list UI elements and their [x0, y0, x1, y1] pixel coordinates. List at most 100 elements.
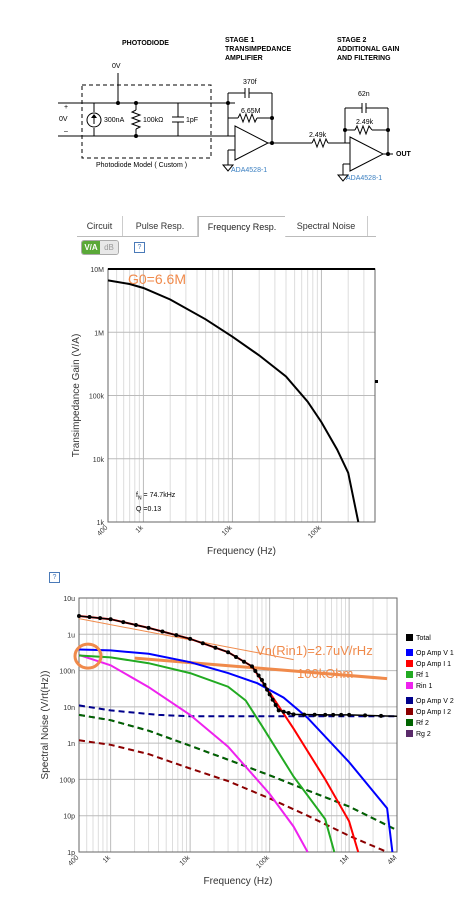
y-tick-label: 10k: [93, 457, 105, 464]
legend-swatch: [406, 660, 413, 667]
data-point: [339, 712, 344, 717]
x-tick-label: 1k: [135, 524, 146, 535]
toggle-va-option[interactable]: V/A: [82, 241, 100, 254]
tab-circuit[interactable]: Circuit: [77, 216, 123, 236]
series-line-op-amp-i-2: [78, 739, 388, 853]
data-point: [133, 623, 138, 628]
data-point: [160, 629, 165, 634]
y-tick-label: 10u: [63, 596, 75, 603]
data-point: [108, 617, 113, 622]
x-tick-label: 1k: [102, 854, 113, 865]
data-point: [213, 645, 218, 650]
y-tick-label: 1p: [67, 850, 75, 857]
x-axis-label: Frequency (Hz): [207, 546, 276, 557]
data-point: [77, 613, 81, 618]
q-label: Q =0.13: [136, 506, 162, 513]
rin-noise-annotation: Vn(Rin1)=2.7uV/rHz: [256, 643, 373, 658]
y-tick-label: 10p: [63, 814, 75, 821]
plot-frame: [78, 597, 398, 853]
annotation-line: [134, 656, 388, 681]
diode-cap-label: 1pF: [186, 117, 199, 124]
series-res-label: 2.49k: [309, 132, 327, 139]
tab-pulse-response[interactable]: Pulse Resp.: [123, 216, 198, 236]
y-tick-label: 10n: [63, 705, 75, 712]
series-line-rin-1: [78, 653, 309, 853]
help-icon-noise[interactable]: ?: [49, 572, 60, 583]
x-tick-label: 1M: [339, 854, 351, 866]
g0-annotation: G0=6.6M: [128, 271, 186, 287]
x-tick-label: 100k: [255, 854, 271, 870]
tab-frequency-response[interactable]: Frequency Resp.: [198, 216, 286, 237]
opamp1-label: ADA4528-1: [231, 167, 268, 174]
output-label: OUT: [396, 151, 411, 158]
data-point: [323, 712, 328, 717]
data-point: [146, 625, 151, 630]
legend-swatch: [406, 719, 413, 726]
y-tick-label: 1M: [94, 330, 104, 337]
x-tick-label: 10k: [221, 524, 234, 537]
y-tick-label: 100k: [89, 394, 105, 401]
x-tick-label: 4M: [387, 854, 399, 866]
units-toggle[interactable]: V/A dB: [81, 240, 119, 255]
stage1-title-line3: AMPLIFIER: [225, 55, 263, 62]
data-point: [262, 682, 267, 687]
feedback-res1-label: 6.65M: [241, 108, 261, 115]
series-line-op-amp-v-1: [78, 648, 394, 853]
stage1-title-line1: STAGE 1: [225, 37, 255, 44]
circuit-schematic: [58, 73, 393, 182]
bias-voltage-label: 0V: [112, 63, 121, 70]
data-point: [256, 673, 261, 678]
data-point: [291, 712, 296, 717]
data-point: [265, 687, 270, 692]
rin-value-annotation: 100kOhm: [297, 666, 354, 681]
photodiode-model-label: Photodiode Model ( Custom ): [96, 162, 188, 169]
y-tick-label: 10M: [90, 267, 104, 274]
data-point: [281, 709, 286, 714]
results-tab-bar: Circuit Pulse Resp. Frequency Resp. Spec…: [77, 216, 376, 237]
toggle-db-option[interactable]: dB: [100, 241, 118, 254]
legend-label: Op Amp V 2: [416, 698, 454, 705]
y-axis-label: Transimpedance Gain (V/A): [71, 334, 82, 458]
data-point: [270, 697, 275, 702]
fn-label: fN = 74.7kHz: [136, 492, 175, 501]
help-icon-freq[interactable]: ?: [134, 242, 145, 253]
data-point: [286, 711, 291, 716]
opamp2-label: ADA4528-1: [346, 175, 383, 182]
photodiode-title: PHOTODIODE: [122, 40, 169, 47]
legend-swatch: [406, 649, 413, 656]
legend-label: Rin 1: [416, 683, 432, 690]
y-tick-label: 100p: [59, 777, 75, 784]
data-point: [249, 664, 254, 669]
data-point: [259, 677, 264, 682]
legend-swatch: [406, 708, 413, 715]
y-tick-label: 100n: [59, 669, 75, 676]
data-point: [234, 654, 239, 659]
legend-swatch: [406, 730, 413, 737]
shunt-resistor-label: 100kΩ: [143, 117, 164, 124]
data-point: [273, 703, 278, 708]
legend-label: Op Amp I 2: [416, 709, 451, 716]
legend-label: Rg 2: [416, 731, 431, 738]
data-point: [121, 620, 126, 625]
data-point: [226, 650, 231, 655]
data-point: [98, 616, 103, 621]
legend-label: Op Amp V 1: [416, 650, 454, 657]
legend-label: Rf 1: [416, 672, 429, 679]
tab-spectral-noise[interactable]: Spectral Noise: [285, 216, 368, 236]
x-tick-label: 10k: [179, 854, 192, 867]
data-point: [363, 713, 368, 718]
spectral-noise-chart: 400 1k 10k 100k 1M 4M10u1u100n10n1n100p10p1pF…: [40, 596, 454, 887]
stage2-title-line3: AND FILTERING: [337, 55, 391, 62]
data-point: [312, 712, 317, 717]
stage2-title-line1: STAGE 2: [337, 37, 367, 44]
fn-symbol: f: [136, 492, 138, 499]
minus-sign: –: [64, 128, 68, 135]
data-point: [347, 712, 352, 717]
data-point: [267, 692, 272, 697]
data-point: [253, 668, 258, 673]
annotation-line: [78, 618, 294, 661]
feedback-cap1-label: 370f: [243, 79, 257, 86]
highlight-circle: [73, 642, 103, 670]
current-source-label: 300nA: [104, 117, 125, 124]
